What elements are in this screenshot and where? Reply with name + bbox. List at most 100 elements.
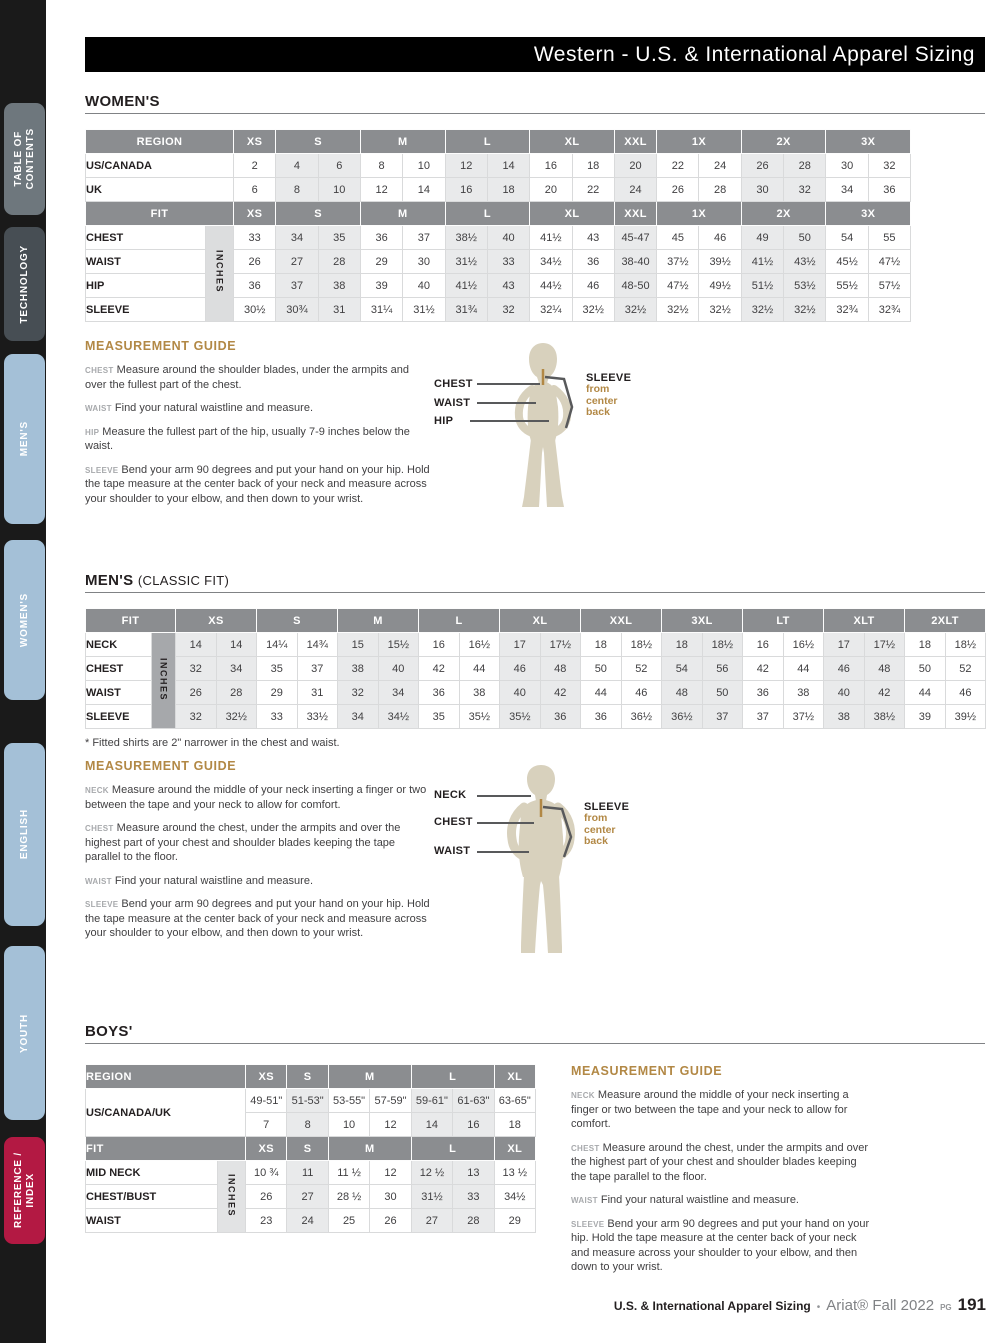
size-cell: 43½ xyxy=(783,249,827,274)
size-cell: 37 xyxy=(275,273,319,298)
table-header-row: REGION XS S M L XL xyxy=(84,1064,536,1090)
sidebar-tab-english[interactable]: ENGLISH xyxy=(4,743,45,926)
sidebar-tab-label: CONTENTS xyxy=(25,128,36,190)
sidebar-tab-technology[interactable]: TECHNOLOGY xyxy=(4,227,45,341)
size-cell: 34 xyxy=(825,177,869,202)
size-cell: 30¾ xyxy=(275,297,319,322)
size-cell: 8 xyxy=(359,153,404,178)
size-cell: 44 xyxy=(580,680,622,706)
size-cell: 48 xyxy=(661,680,703,706)
boys-guide: MEASUREMENT GUIDE NECK Measure around the… xyxy=(571,1064,871,1284)
figure-label-chest: CHEST xyxy=(434,816,473,829)
size-header-3xl: 3XL xyxy=(661,608,744,634)
size-cell: 57½ xyxy=(867,273,912,298)
size-cell: 34½ xyxy=(493,1184,536,1210)
size-cell: 36 xyxy=(233,273,277,298)
sidebar-tab-label: REFERENCE / xyxy=(13,1152,24,1229)
size-cell: 52 xyxy=(944,656,987,682)
size-cell: 47½ xyxy=(867,249,912,274)
table-row: CHEST/BUST 26 27 28 ½ 30 31½ 33 34½ xyxy=(85,1184,536,1210)
size-cell: 12 xyxy=(444,153,488,178)
size-cell: 38 xyxy=(317,273,361,298)
page-footer: U.S. & International Apparel Sizing • Ar… xyxy=(614,1295,986,1315)
sidebar-tab-toc[interactable]: TABLE OF CONTENTS xyxy=(4,103,45,215)
inches-text: INCHES xyxy=(214,250,225,294)
womens-heading-text: WOMEN'S xyxy=(85,93,160,110)
inches-label: INCHES xyxy=(216,1160,247,1234)
size-cell: 47½ xyxy=(656,273,700,298)
size-cell: 12 xyxy=(369,1160,412,1186)
size-cell: 46 xyxy=(698,225,742,250)
size-cell: 20 xyxy=(613,153,658,178)
size-cell: 10 xyxy=(327,1112,371,1138)
size-cell: 24 xyxy=(286,1208,329,1234)
boys-section-heading: BOYS' xyxy=(85,1023,985,1045)
guide-item-sleeve: SLEEVE Bend your arm 90 degrees and put … xyxy=(85,463,430,505)
size-cell: 33 xyxy=(256,704,298,730)
table-row: SLEEVE 30½ 30¾ 31 31¼ 31½ 31¾ 32 32¼ 32½ 32½ 32½ 32½… xyxy=(85,297,912,322)
size-cell: 29 xyxy=(359,249,404,274)
size-cell: 43 xyxy=(486,273,531,298)
size-cell: 35 xyxy=(256,656,298,682)
size-cell: 38 xyxy=(782,680,825,706)
footer-page-number: 191 xyxy=(957,1295,986,1314)
size-cell: 37½ xyxy=(782,704,825,730)
size-header-xl: XL xyxy=(493,1136,536,1162)
sidebar-tab-youth[interactable]: YOUTH xyxy=(4,946,45,1120)
size-cell: 32½ xyxy=(656,297,700,322)
size-cell: 45 xyxy=(656,225,700,250)
womens-figure: CHEST WAIST HIP SLEEVE from center back xyxy=(430,339,660,511)
guide-item-sleeve: SLEEVE Bend your arm 90 degrees and put … xyxy=(85,898,430,940)
guide-item-sleeve: SLEEVE Bend your arm 90 degrees and put … xyxy=(570,1217,870,1274)
size-cell: 38-40 xyxy=(613,249,658,274)
size-header-m: M xyxy=(327,1064,412,1090)
mens-table: FIT XS S M L XL XXL 3XL LT XLT 2XLT NECK INCHES 14 14 1… xyxy=(84,608,987,730)
sidebar-tab-reference[interactable]: REFERENCE / INDEX xyxy=(4,1137,45,1244)
size-header-3x: 3X xyxy=(825,129,912,154)
size-cell: 29 xyxy=(493,1208,536,1234)
size-cell: 46 xyxy=(823,656,865,682)
size-cell: 25 xyxy=(327,1208,371,1234)
page-header-bar: Western - U.S. & International Apparel S… xyxy=(85,37,985,72)
table-header-label: FIT xyxy=(84,1136,247,1162)
size-header-xxl: XXL xyxy=(580,608,663,634)
size-cell: 32 xyxy=(867,153,912,178)
guide-item-hip: HIP Measure the fullest part of the hip,… xyxy=(85,425,410,453)
size-cell: 26 xyxy=(233,249,277,274)
size-header-xlt: XLT xyxy=(823,608,906,634)
size-cell: 36 xyxy=(571,249,615,274)
size-cell: 31 xyxy=(296,680,339,706)
size-header-3x: 3X xyxy=(825,201,912,226)
size-cell: 31¼ xyxy=(359,297,404,322)
size-cell: 26 xyxy=(656,177,700,202)
footer-brand: Ariat® Fall 2022 xyxy=(826,1297,935,1314)
size-cell: 6 xyxy=(317,153,361,178)
size-cell: 36 xyxy=(418,680,460,706)
size-cell: 16½ xyxy=(782,632,825,658)
size-header-xxl: XXL xyxy=(613,129,658,154)
size-cell: 38 xyxy=(458,680,501,706)
size-cell: 44 xyxy=(458,656,501,682)
table-row: US/CANADA/UK 49-51" 51-53" 53-55" 57-59" 59-6… xyxy=(84,1088,536,1138)
size-cell: 36 xyxy=(867,177,912,202)
size-cell: 32 xyxy=(175,656,217,682)
sidebar-tab-mens[interactable]: MEN'S xyxy=(4,354,45,524)
size-cell: 29 xyxy=(256,680,298,706)
boys-table: REGION XS S M L XL US/CANADA/UK 49-51" 51-53" 53-… xyxy=(84,1064,536,1234)
woman-silhouette xyxy=(470,343,574,507)
size-cell: 55 xyxy=(867,225,912,250)
sidebar-tab-label: TECHNOLOGY xyxy=(19,244,30,324)
size-cell: 50 xyxy=(580,656,622,682)
sidebar-tab-womens[interactable]: WOMEN'S xyxy=(4,540,45,700)
size-cell: 24 xyxy=(613,177,658,202)
size-header-s: S xyxy=(275,201,361,226)
size-cell: 14¼ xyxy=(256,632,298,658)
guide-term: SLEEVE xyxy=(85,900,119,910)
size-cell: 40 xyxy=(377,656,420,682)
table-row: WAIST 26 27 28 29 30 31½ 33 34½ 36 38-40 37½ 39½ 41½ 4… xyxy=(85,249,912,274)
size-cell: 10 xyxy=(317,177,361,202)
womens-section-heading: WOMEN'S xyxy=(85,93,985,114)
guide-item-chest: CHEST Measure around the chest, under th… xyxy=(570,1141,869,1183)
footer-title: U.S. & International Apparel Sizing xyxy=(613,1299,811,1313)
size-cell: 34 xyxy=(337,704,379,730)
